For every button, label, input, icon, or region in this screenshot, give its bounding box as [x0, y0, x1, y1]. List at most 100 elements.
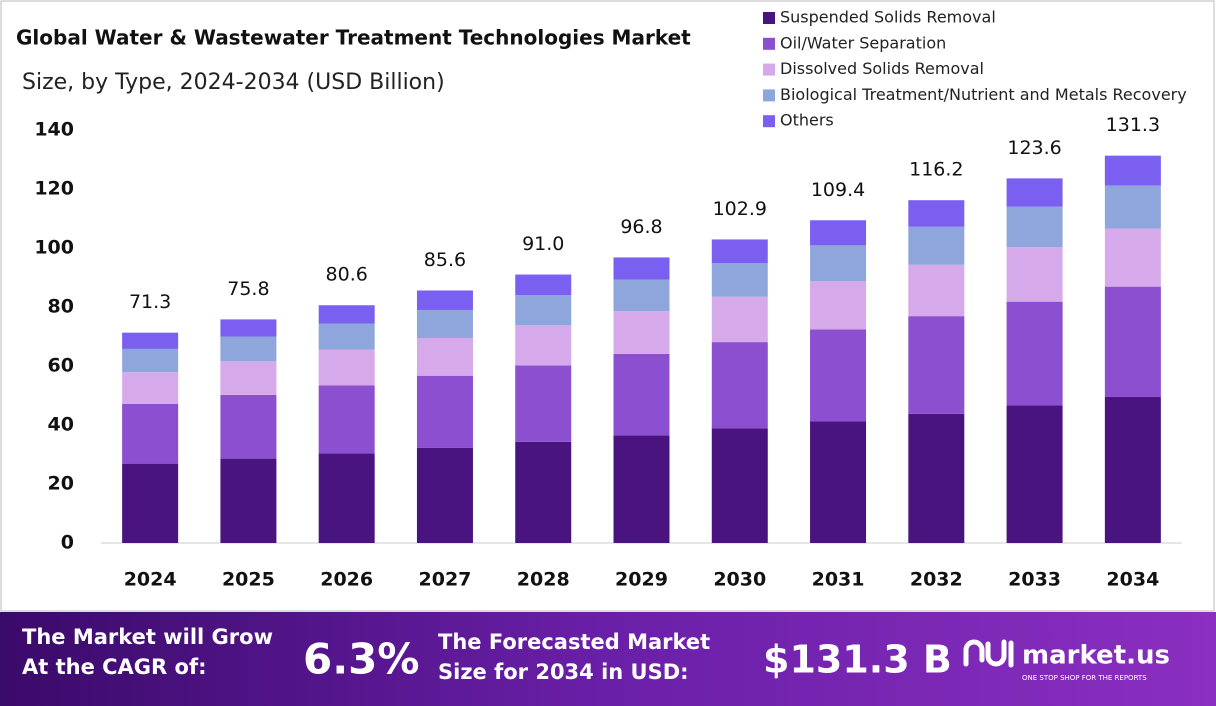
bar-segment: [908, 264, 965, 317]
total-label: 109.4: [811, 179, 865, 201]
bar-segment: [122, 403, 179, 464]
bar-segment: [318, 349, 375, 386]
bar-segment: [1006, 405, 1063, 543]
bar-segment: [1104, 286, 1161, 397]
chart-subtitle: Size, by Type, 2024-2034 (USD Billion): [22, 70, 445, 95]
total-label: 71.3: [129, 291, 171, 313]
total-label: 75.8: [227, 278, 269, 300]
x-tick-label: 2033: [1008, 569, 1061, 591]
bar-segment: [613, 279, 670, 312]
y-tick-label: 40: [48, 414, 74, 436]
footer-size-text: The Forecasted Market Size for 2034 in U…: [438, 630, 711, 684]
y-tick-label: 140: [34, 119, 74, 141]
bar-segment: [515, 324, 572, 366]
legend-label: Dissolved Solids Removal: [780, 59, 984, 78]
bar-segment: [1104, 185, 1161, 229]
bar-segment: [1006, 206, 1063, 248]
y-tick-label: 120: [34, 178, 74, 200]
y-tick-label: 80: [48, 296, 74, 318]
bar-segment: [122, 348, 179, 373]
bar-segment: [416, 447, 473, 543]
x-tick-label: 2028: [517, 569, 570, 591]
bar-segment: [1006, 247, 1063, 302]
bar-segment: [122, 372, 179, 404]
x-tick-label: 2027: [419, 569, 472, 591]
x-tick-label: 2025: [222, 569, 275, 591]
bar-segment: [1104, 228, 1161, 287]
bar-segment: [416, 337, 473, 376]
bar-segment: [318, 305, 375, 324]
bar-segment: [416, 290, 473, 310]
x-tick-label: 2030: [713, 569, 766, 591]
legend-swatch: [763, 12, 775, 24]
bar-segment: [220, 394, 277, 459]
bar-segment: [711, 239, 768, 264]
bar-segment: [416, 375, 473, 448]
bar-segment: [122, 332, 179, 349]
total-label: 85.6: [424, 249, 466, 271]
bar-segment: [711, 296, 768, 343]
bar-segment: [318, 385, 375, 454]
bar-segment: [810, 329, 867, 422]
bar-segment: [810, 281, 867, 330]
footer-cagr-text: The Market will Grow At the CAGR of:: [22, 625, 273, 679]
bar-segment: [515, 365, 572, 442]
legend-label: Others: [780, 111, 834, 130]
y-tick-label: 0: [61, 532, 74, 554]
bar-segment: [908, 413, 965, 543]
total-label: 102.9: [713, 198, 767, 220]
bar-segment: [613, 353, 670, 436]
bar-segment: [711, 263, 768, 297]
bar-segment: [1006, 301, 1063, 406]
bar-segment: [220, 319, 277, 337]
legend-label: Biological Treatment/Nutrient and Metals…: [780, 85, 1187, 104]
bar-segment: [613, 257, 670, 280]
frame: [0, 0, 1215, 612]
bar-segment: [711, 342, 768, 429]
footer-size-value: $131.3 B: [763, 638, 952, 682]
x-tick-label: 2029: [615, 569, 668, 591]
bar-segment: [515, 295, 572, 325]
brand: market.us: [1022, 641, 1170, 671]
x-tick-label: 2024: [124, 569, 177, 591]
chart-title: Global Water & Wastewater Treatment Tech…: [16, 26, 691, 50]
y-tick-label: 100: [34, 237, 74, 259]
bar-segment: [220, 361, 277, 395]
footer-size-text: The Forecasted Market Size for 2034 in U…: [438, 630, 711, 684]
bar-segment: [416, 309, 473, 338]
bar-segment: [908, 226, 965, 265]
x-tick-label: 2032: [910, 569, 963, 591]
bar-segment: [613, 435, 670, 543]
bar-segment: [1104, 396, 1161, 543]
y-tick-label: 20: [48, 473, 74, 495]
footer-cagr-text: The Market will Grow At the CAGR of:: [22, 625, 273, 679]
bar-segment: [711, 428, 768, 543]
bar-segment: [318, 453, 375, 543]
brand-logo: [963, 639, 1014, 668]
bar-segment: [810, 421, 867, 543]
footer-cagr-value: 6.3%: [303, 635, 419, 684]
bar-segment: [810, 245, 867, 282]
bar-segment: [810, 220, 867, 246]
x-tick-label: 2031: [812, 569, 865, 591]
bar-segment: [613, 311, 670, 354]
bar-segment: [1006, 178, 1063, 207]
bar-segment: [220, 336, 277, 362]
legend-label: Suspended Solids Removal: [780, 8, 996, 27]
bar-segment: [1104, 155, 1161, 186]
legend-swatch: [763, 63, 775, 76]
y-tick-label: 60: [48, 355, 74, 377]
x-tick-label: 2026: [320, 569, 373, 591]
total-label: 116.2: [909, 159, 963, 181]
bar-segment: [318, 323, 375, 350]
legend-swatch: [763, 89, 775, 102]
legend-swatch: [763, 37, 775, 50]
legend-swatch: [763, 115, 775, 128]
bar-segment: [515, 441, 572, 543]
bar-segment: [908, 200, 965, 227]
bar-segment: [220, 458, 277, 543]
bar-segment: [515, 274, 572, 296]
total-label: 91.0: [522, 233, 564, 255]
total-label: 123.6: [1007, 137, 1061, 159]
